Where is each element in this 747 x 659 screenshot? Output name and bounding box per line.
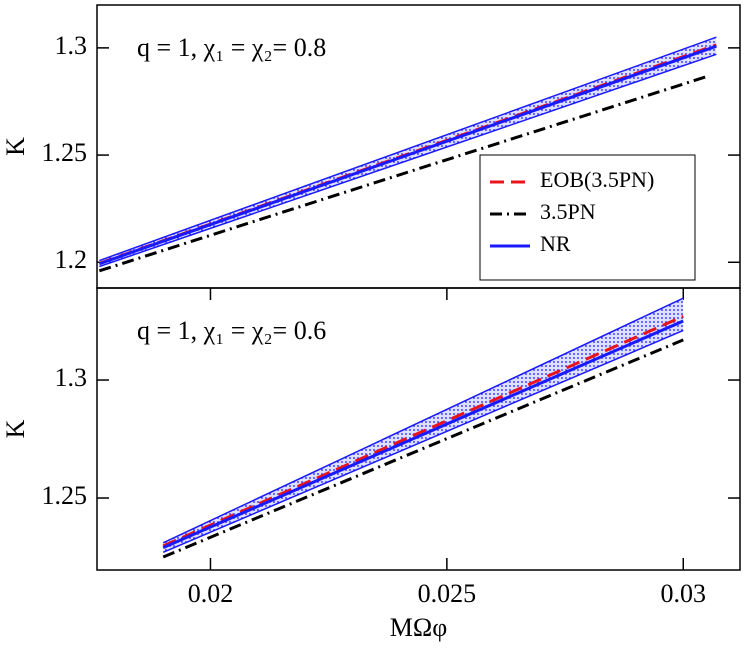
y-axis-label: K [1,419,30,438]
series-line [162,338,684,559]
y-tick-label: 1.3 [55,363,88,392]
x-axis-label: MΩφ [390,613,447,642]
error-band [163,298,684,553]
legend-label: EOB(3.5PN) [540,167,654,192]
x-tick-label: 0.03 [661,579,707,608]
band-edge [99,36,717,262]
plot-frame [96,287,741,571]
y-axis-label: K [1,137,30,156]
x-tick-label: 0.02 [188,579,234,608]
x-tick-label: 0.025 [418,579,477,608]
y-tick-label: 1.25 [42,481,88,510]
annotation: q = 1, χ₁ = χ₂= 0.6 [137,316,326,345]
series-line [162,314,684,548]
legend-label: NR [540,231,571,256]
legend-box [479,154,696,281]
legend-label: 3.5PN [540,199,596,224]
band-edge [99,53,717,268]
y-tick-label: 1.25 [42,138,88,167]
band-edge [162,329,684,553]
series-line [98,74,710,273]
y-tick-label: 1.3 [55,31,88,60]
annotation: q = 1, χ₁ = χ₂= 0.8 [137,33,326,62]
series-line [98,44,717,266]
band-edge [162,297,684,544]
series-line [162,319,684,549]
y-tick-label: 1.2 [55,245,88,274]
